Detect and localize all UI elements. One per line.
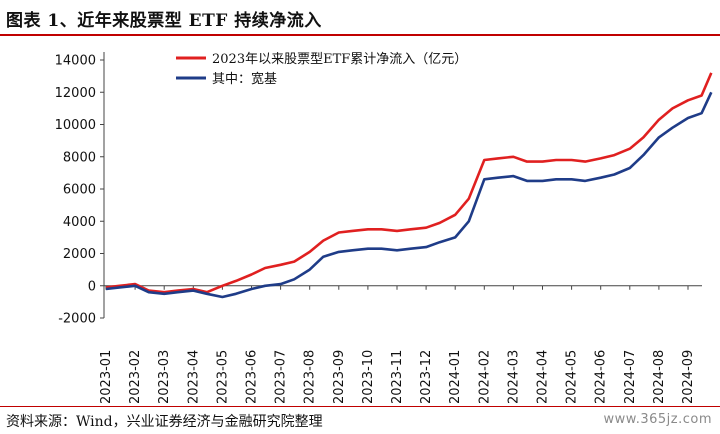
- x-tick-label: 2024-05: [565, 350, 580, 404]
- series-line-1: [105, 72, 713, 294]
- watermark: www.365jz.com: [603, 412, 712, 427]
- x-tick-label: 2023-07: [274, 350, 289, 404]
- x-tick-label: 2024-07: [623, 350, 638, 404]
- y-tick-label: 10000: [55, 118, 96, 133]
- chart-axes: -2000 0 2000 4000 6000 8000 10000 12000 14000 202…: [55, 52, 702, 404]
- footer-divider: [0, 406, 720, 407]
- y-tick-label: 2000: [63, 247, 96, 262]
- x-tick-label: 2023-05: [215, 350, 230, 404]
- legend-label-2: 其中：宽基: [212, 71, 277, 87]
- y-tick-label: -2000: [58, 312, 96, 327]
- legend-label-1: 2023年以来股票型ETF累计净流入（亿元）: [212, 52, 467, 67]
- x-tick-label: 2024-06: [594, 350, 609, 404]
- x-tick-label: 2023-01: [99, 350, 114, 404]
- x-tick-label: 2024-01: [448, 350, 463, 404]
- x-tick-label: 2023-08: [303, 350, 318, 404]
- y-tick-label: 4000: [63, 215, 96, 230]
- x-tick-label: 2024-09: [681, 350, 696, 404]
- x-tick-label: 2024-08: [652, 350, 667, 404]
- x-tick-label: 2024-03: [506, 350, 521, 404]
- y-tick-label: 0: [88, 279, 96, 294]
- page-title: 图表 1、近年来股票型 ETF 持续净流入: [6, 11, 322, 31]
- x-tick-label: 2023-02: [128, 350, 143, 404]
- title-divider: [0, 34, 720, 36]
- y-tick-label: 6000: [63, 183, 96, 198]
- series-line-2: [105, 91, 713, 299]
- x-tick-label: 2023-12: [419, 350, 434, 404]
- y-tick-label: 14000: [55, 54, 96, 69]
- x-tick-label: 2024-04: [535, 350, 550, 404]
- y-tick-label: 12000: [55, 86, 96, 101]
- x-tick-label: 2023-09: [332, 350, 347, 404]
- x-tick-label: 2023-03: [157, 350, 172, 404]
- x-tick-label: 2023-04: [186, 350, 201, 404]
- x-tick-label: 2023-10: [361, 350, 376, 404]
- chart-legend: 2023年以来股票型ETF累计净流入（亿元） 其中：宽基: [176, 52, 467, 87]
- chart-series: [105, 72, 713, 299]
- x-tick-label: 2023-06: [244, 350, 259, 404]
- x-tick-label: 2024-02: [477, 350, 492, 404]
- x-tick-label: 2023-11: [390, 350, 405, 404]
- y-tick-label: 8000: [63, 150, 96, 165]
- source-note: 资料来源：Wind，兴业证券经济与金融研究院整理: [6, 414, 323, 430]
